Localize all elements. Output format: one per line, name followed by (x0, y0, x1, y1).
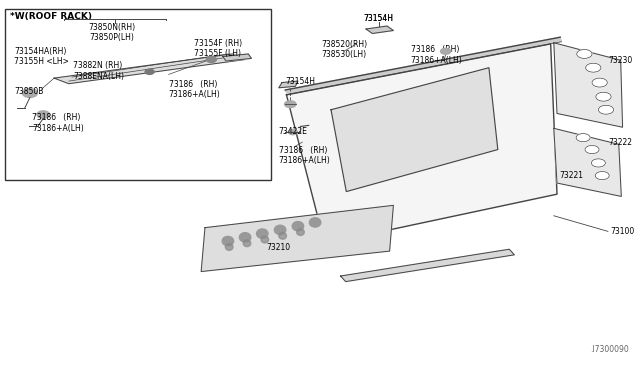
Text: 73154HA(RH)
73155H <LH>: 73154HA(RH) 73155H <LH> (14, 46, 69, 66)
Ellipse shape (279, 232, 287, 239)
Text: 73186   (RH)
73186+A(LH): 73186 (RH) 73186+A(LH) (411, 45, 462, 65)
Polygon shape (340, 249, 515, 282)
Ellipse shape (257, 229, 268, 238)
Circle shape (206, 57, 216, 62)
Ellipse shape (596, 92, 611, 101)
Text: *W(ROOF RACK): *W(ROOF RACK) (10, 12, 92, 21)
Text: 73850B: 73850B (14, 87, 44, 96)
Text: 73100: 73100 (610, 227, 634, 236)
Polygon shape (331, 68, 498, 192)
Circle shape (145, 69, 154, 74)
Ellipse shape (275, 225, 286, 235)
Circle shape (285, 101, 296, 108)
Text: 73221: 73221 (559, 171, 583, 180)
Text: 73186   (RH)
73186+A(LH): 73186 (RH) 73186+A(LH) (169, 80, 220, 99)
Ellipse shape (586, 63, 601, 72)
Polygon shape (54, 54, 245, 84)
FancyBboxPatch shape (5, 9, 271, 180)
Ellipse shape (577, 49, 592, 58)
Polygon shape (279, 81, 298, 88)
Text: 73882N (RH)
7388ENA(LH): 73882N (RH) 7388ENA(LH) (73, 61, 124, 81)
Polygon shape (223, 54, 252, 61)
Polygon shape (554, 128, 621, 196)
Circle shape (37, 111, 50, 118)
Ellipse shape (297, 229, 304, 235)
Ellipse shape (585, 145, 599, 154)
Ellipse shape (309, 218, 321, 227)
Ellipse shape (595, 171, 609, 180)
Polygon shape (366, 26, 394, 33)
Ellipse shape (591, 159, 605, 167)
Ellipse shape (576, 134, 590, 142)
Text: 73154H: 73154H (285, 77, 315, 86)
Ellipse shape (243, 240, 251, 247)
Polygon shape (201, 205, 394, 272)
Text: 73850N(RH)
73850P(LH): 73850N(RH) 73850P(LH) (88, 23, 135, 42)
Text: 73210: 73210 (267, 243, 291, 251)
Text: 73154H: 73154H (364, 14, 394, 23)
Text: 73186   (RH)
73186+A(LH): 73186 (RH) 73186+A(LH) (32, 113, 84, 133)
Text: 73422E: 73422E (279, 127, 308, 136)
Ellipse shape (592, 78, 607, 87)
Circle shape (440, 48, 451, 54)
Ellipse shape (222, 237, 234, 246)
Text: 73222: 73222 (608, 138, 632, 147)
Text: 73154H: 73154H (364, 14, 394, 23)
Polygon shape (285, 37, 561, 94)
Text: .I7300090: .I7300090 (590, 345, 629, 354)
Circle shape (289, 129, 298, 135)
Text: 73230: 73230 (608, 56, 632, 65)
Text: 73154F (RH)
73155F (LH): 73154F (RH) 73155F (LH) (194, 39, 243, 58)
Polygon shape (287, 44, 557, 244)
Polygon shape (554, 43, 623, 127)
Ellipse shape (261, 236, 269, 243)
Circle shape (22, 89, 38, 97)
Ellipse shape (292, 221, 303, 231)
Ellipse shape (239, 233, 251, 242)
Ellipse shape (598, 105, 614, 114)
Text: 73186   (RH)
73186+A(LH): 73186 (RH) 73186+A(LH) (279, 146, 331, 165)
Ellipse shape (225, 244, 233, 250)
Text: 738520(RH)
738530(LH): 738520(RH) 738530(LH) (321, 40, 367, 59)
